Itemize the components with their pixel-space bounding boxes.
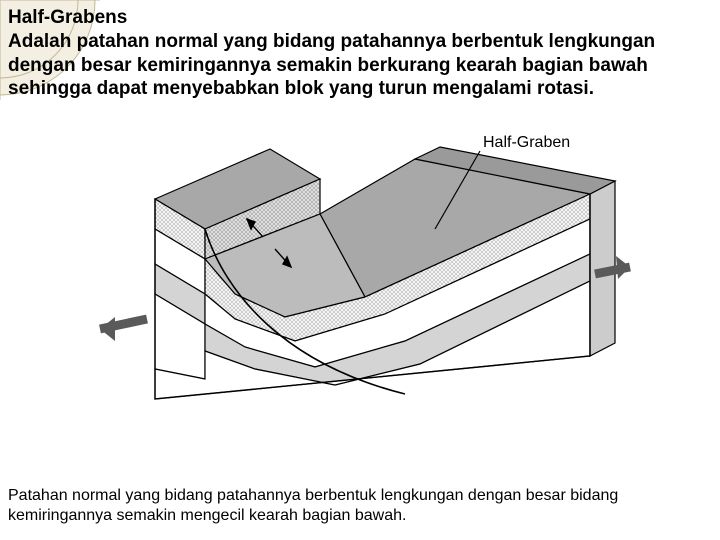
diagram-container: Half-Graben (8, 119, 712, 419)
slide-description: Adalah patahan normal yang bidang pataha… (8, 30, 712, 101)
half-graben-diagram: Half-Graben (85, 119, 635, 419)
slide-title: Half-Grabens (8, 6, 712, 30)
diagram-label: Half-Graben (483, 134, 570, 151)
left-extension-arrow (100, 317, 147, 341)
content-area: Half-Grabens Adalah patahan normal yang … (0, 0, 720, 419)
slide-caption: Patahan normal yang bidang patahannya be… (8, 486, 712, 526)
